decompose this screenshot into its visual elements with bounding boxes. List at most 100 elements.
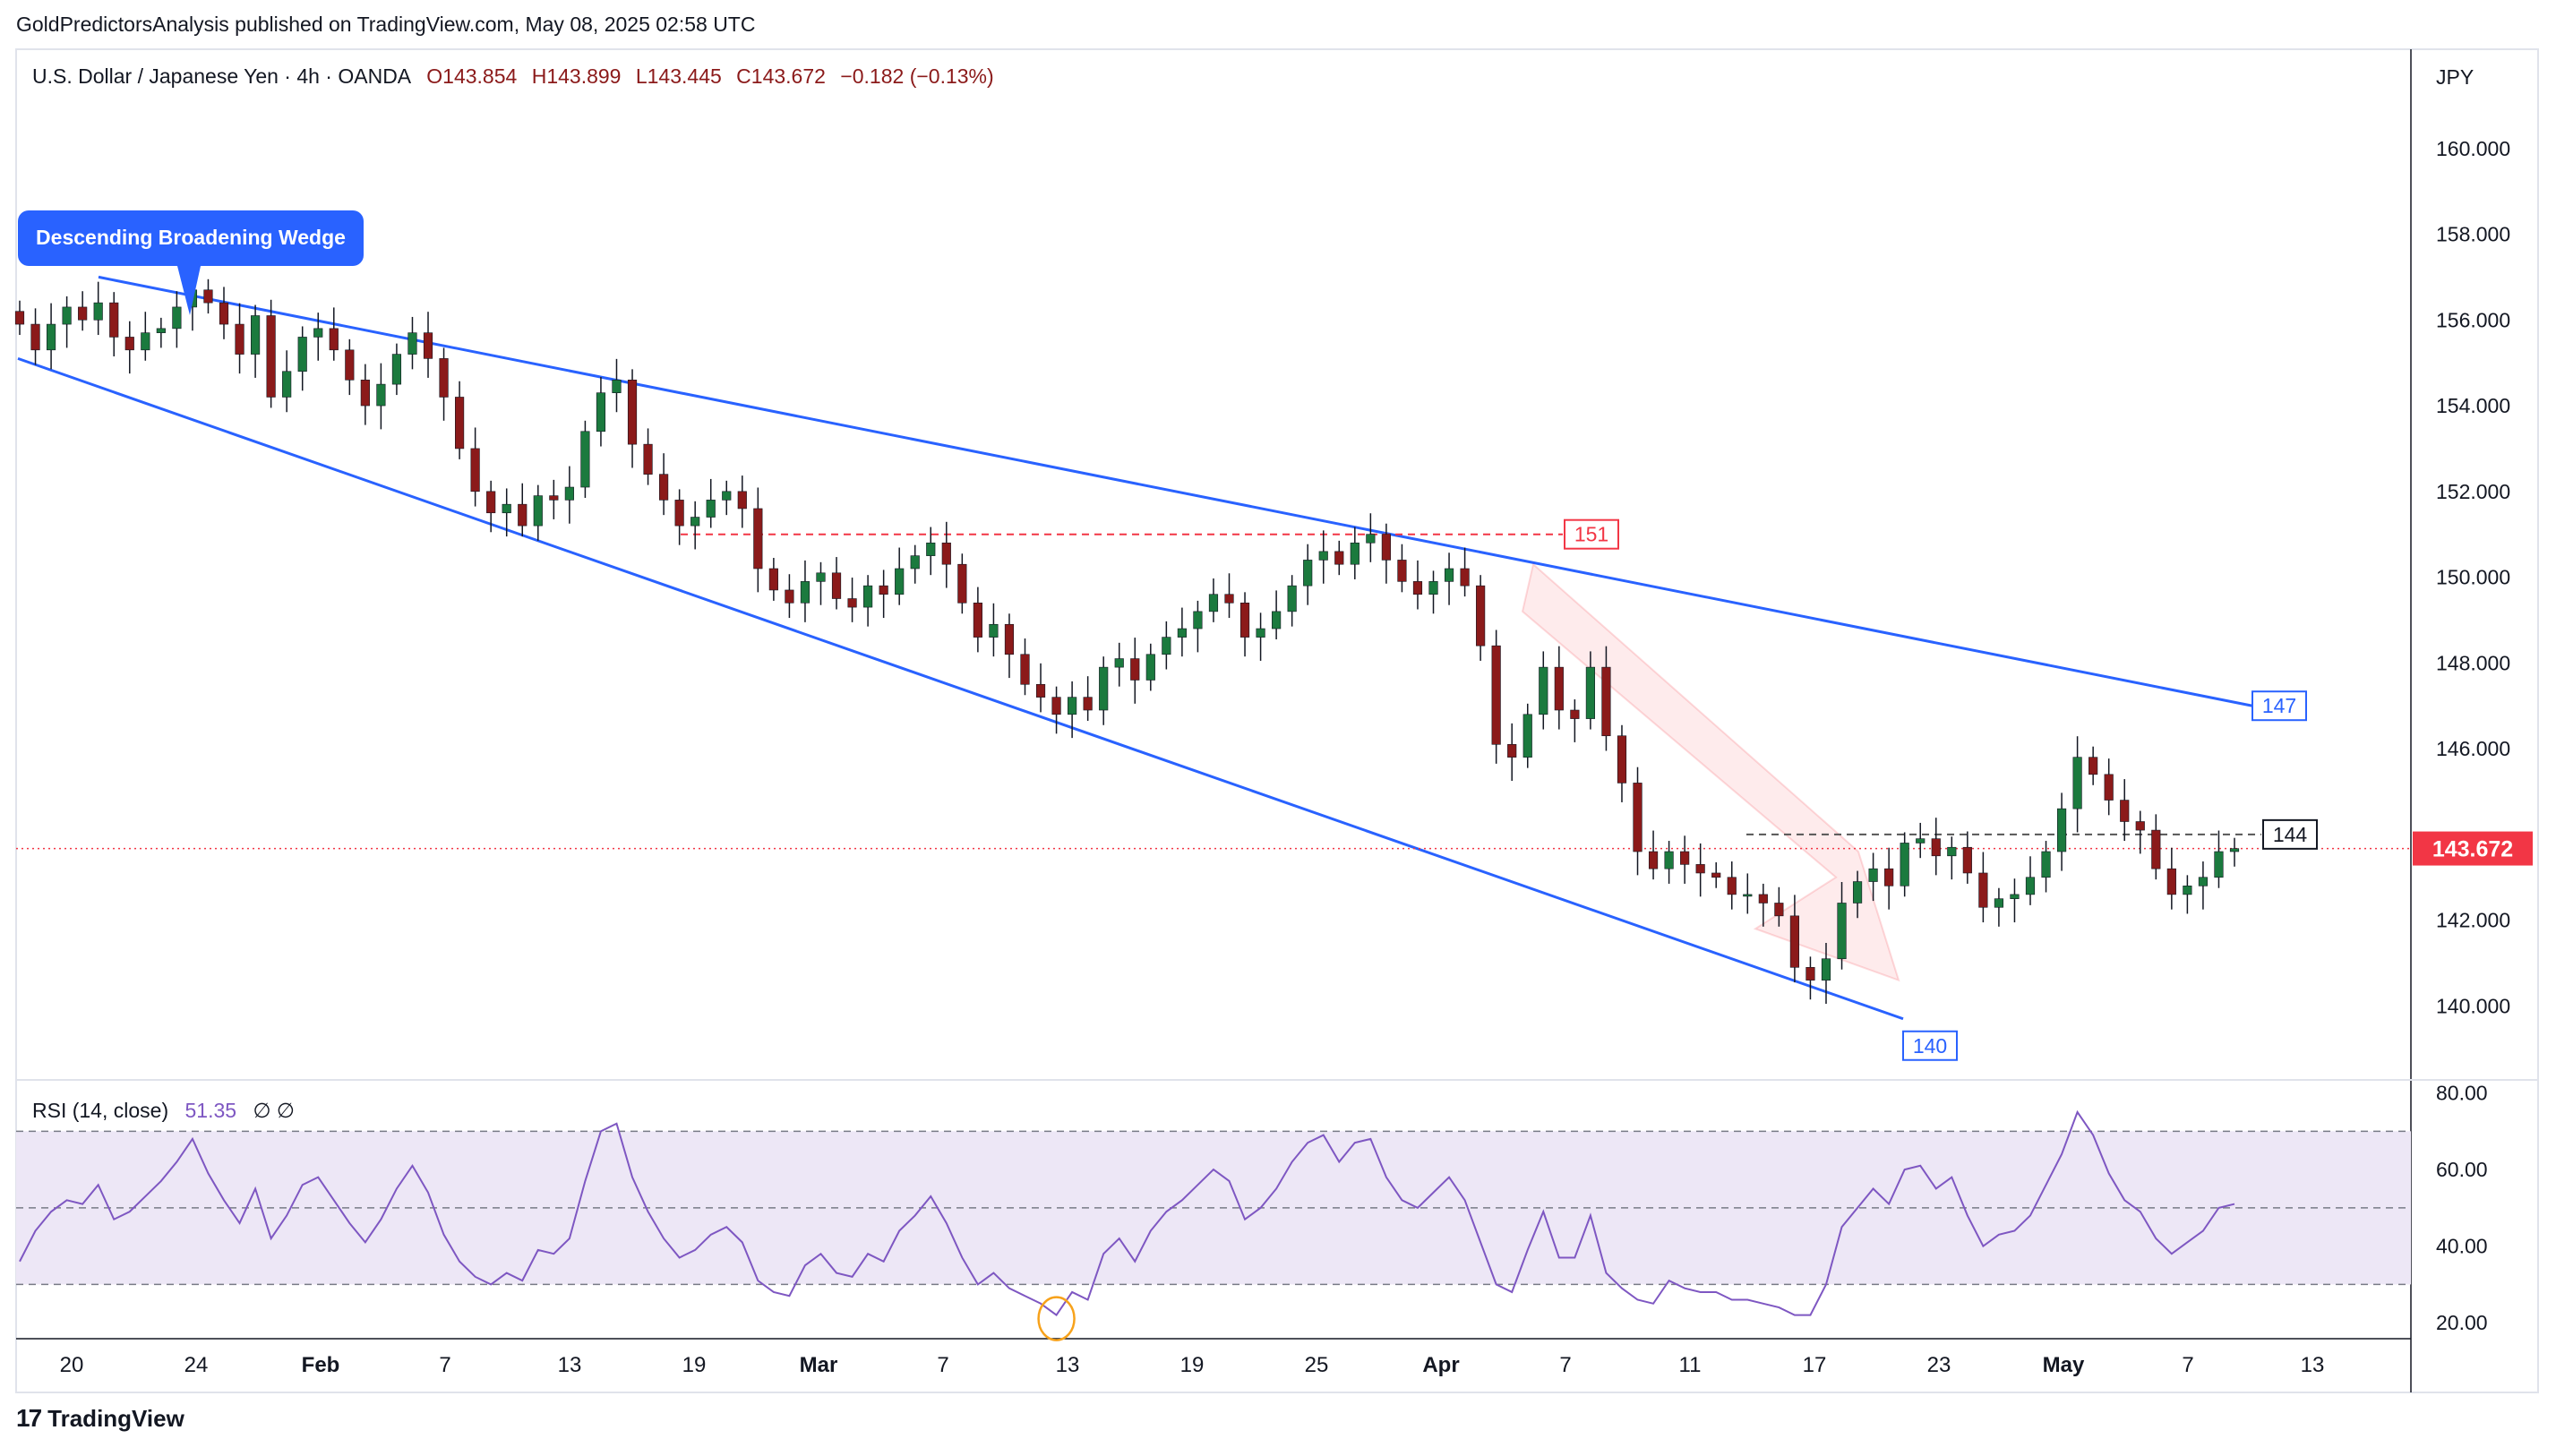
- candle-body: [502, 503, 511, 514]
- candle: [1664, 841, 1674, 884]
- candle-body: [486, 491, 496, 514]
- candle-body: [1412, 581, 1423, 595]
- candle-body: [737, 491, 747, 510]
- candle: [172, 291, 182, 348]
- candle: [957, 553, 967, 614]
- candle: [2135, 810, 2145, 854]
- candle: [502, 488, 511, 537]
- candle-body: [957, 563, 967, 604]
- rsi-title: RSI (14, close): [32, 1099, 168, 1122]
- candle-body: [2214, 851, 2224, 878]
- candle-body: [329, 328, 339, 351]
- candle-body: [1585, 666, 1595, 719]
- candle-body: [62, 306, 72, 325]
- time-tick-label: 13: [1056, 1353, 1080, 1377]
- time-tick-label: 24: [184, 1353, 209, 1377]
- candle: [1193, 600, 1203, 653]
- candle-body: [2041, 851, 2051, 878]
- candle: [926, 527, 936, 576]
- candle-body: [1208, 594, 1219, 612]
- rsi-flags: ∅ ∅: [253, 1099, 294, 1122]
- candle: [1397, 544, 1407, 593]
- candle-body: [1114, 658, 1124, 668]
- candle-body: [1805, 966, 1815, 981]
- candle-body: [219, 302, 229, 325]
- time-axis[interactable]: 20 24 Feb 7 13 19 Mar 7 13 19 25 Apr 7 11 17 23 May 7 13: [60, 1353, 2325, 1377]
- candle: [1585, 651, 1595, 730]
- candle-body: [564, 486, 574, 501]
- candle: [1711, 861, 1721, 888]
- candle-body: [439, 358, 449, 398]
- candle: [1774, 886, 1784, 927]
- price-axis[interactable]: 160.000 158.000 156.000 154.000 152.000 150.0…: [2436, 137, 2510, 1018]
- price-tick-label: 150.000: [2436, 566, 2510, 589]
- candle: [1444, 552, 1454, 605]
- candle-body: [1334, 551, 1344, 565]
- candle-body: [1193, 611, 1203, 630]
- candle: [407, 316, 417, 370]
- candles: [14, 269, 2240, 1004]
- price-tick-label: 152.000: [2436, 480, 2510, 503]
- candle-body: [1539, 666, 1548, 715]
- price-tick-label: 140.000: [2436, 994, 2510, 1017]
- candle-body: [1397, 560, 1407, 582]
- candle: [753, 487, 763, 593]
- candle-body: [376, 383, 386, 407]
- tradingview-logo[interactable]: 17 TradingView: [16, 1404, 184, 1433]
- candle: [1900, 832, 1909, 897]
- candle: [1035, 663, 1046, 713]
- candle: [973, 587, 982, 653]
- candle-body: [2104, 774, 2114, 801]
- candle: [847, 578, 857, 622]
- rsi-tick-label: 60.00: [2436, 1158, 2488, 1181]
- candle: [1162, 621, 1171, 670]
- candle: [1539, 651, 1548, 730]
- time-tick-label: 7: [2182, 1353, 2193, 1377]
- candle: [1868, 852, 1878, 902]
- time-tick-label: 7: [439, 1353, 450, 1377]
- candle-body: [2151, 829, 2161, 869]
- candle-body: [1664, 851, 1674, 869]
- candle-body: [266, 315, 276, 398]
- candle-body: [533, 495, 543, 527]
- rsi-line: [19, 1109, 2235, 1317]
- candle: [1145, 643, 1155, 691]
- resistance-label-box: [1564, 518, 1619, 550]
- candle: [1460, 547, 1470, 597]
- last-price-tag: [2413, 831, 2533, 866]
- candle-body: [1570, 709, 1580, 719]
- candle: [1554, 646, 1564, 730]
- time-tick-label: May: [2043, 1353, 2085, 1377]
- candle-body: [2072, 757, 2082, 809]
- candle: [46, 303, 56, 370]
- candle-body: [627, 380, 638, 445]
- upper-line-label-box: [2252, 690, 2307, 722]
- target-label: 144: [2262, 818, 2318, 850]
- candle: [1617, 724, 1627, 802]
- candle: [391, 343, 402, 396]
- pattern-callout[interactable]: Descending Broadening Wedge: [18, 210, 364, 315]
- candle-body: [14, 311, 25, 325]
- candle: [643, 428, 653, 485]
- candle: [1805, 956, 1815, 1000]
- time-tick-label: 17: [1803, 1353, 1827, 1377]
- candle: [360, 364, 370, 425]
- price-pane-frame: [15, 48, 2539, 1393]
- candle-body: [612, 380, 622, 393]
- candle-body: [1366, 534, 1376, 544]
- candle-body: [156, 328, 166, 333]
- candle: [674, 489, 684, 545]
- candle-body: [1947, 846, 1957, 857]
- candle-body: [1256, 628, 1265, 638]
- candle: [941, 521, 951, 588]
- price-tick-label: 158.000: [2436, 223, 2510, 246]
- candle-body: [1350, 542, 1359, 565]
- candle: [1224, 573, 1234, 619]
- candle-body: [674, 500, 684, 527]
- candle: [910, 544, 920, 584]
- candle: [62, 295, 72, 348]
- candle-body: [470, 448, 480, 492]
- candle-body: [753, 508, 763, 570]
- candle-body: [1491, 645, 1501, 745]
